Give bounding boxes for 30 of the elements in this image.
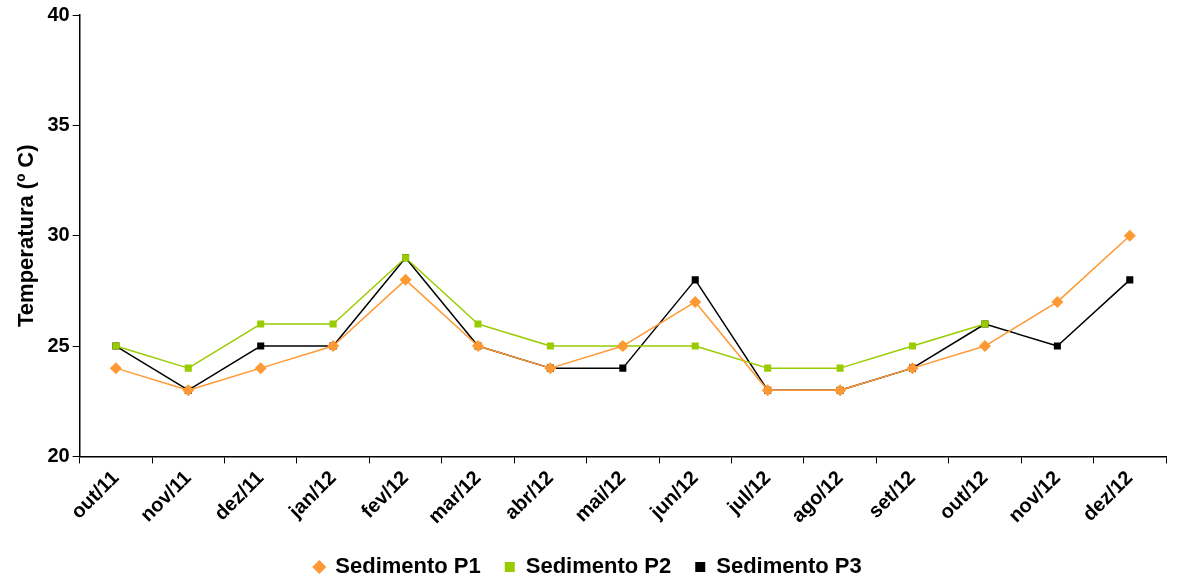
point [1126,276,1134,284]
point [908,342,917,350]
y-tick-label: 20 [47,443,70,466]
point [689,295,702,308]
point [184,364,192,372]
y-tick-label: 40 [47,2,70,25]
point [764,364,772,372]
y-axis-title: Temperatura (º C) [13,144,39,327]
point [257,342,265,350]
point [399,273,412,286]
point [474,320,482,328]
point [1123,229,1136,242]
legend-label: Sedimento P1 [335,553,481,579]
point [546,342,554,350]
y-tick-label: 35 [47,112,70,135]
point [257,320,265,328]
point [329,320,337,328]
point [691,342,699,350]
point [109,362,122,375]
point [691,276,699,284]
legend-label: Sedimento P3 [716,553,862,579]
legend-label: Sedimento P2 [525,553,672,579]
y-tick-label: 25 [47,333,70,356]
y-tick-label: 30 [47,223,70,246]
point [254,362,267,375]
point [619,364,627,372]
point [978,340,991,353]
point [1051,295,1064,308]
point [836,364,844,372]
point [1053,342,1061,350]
